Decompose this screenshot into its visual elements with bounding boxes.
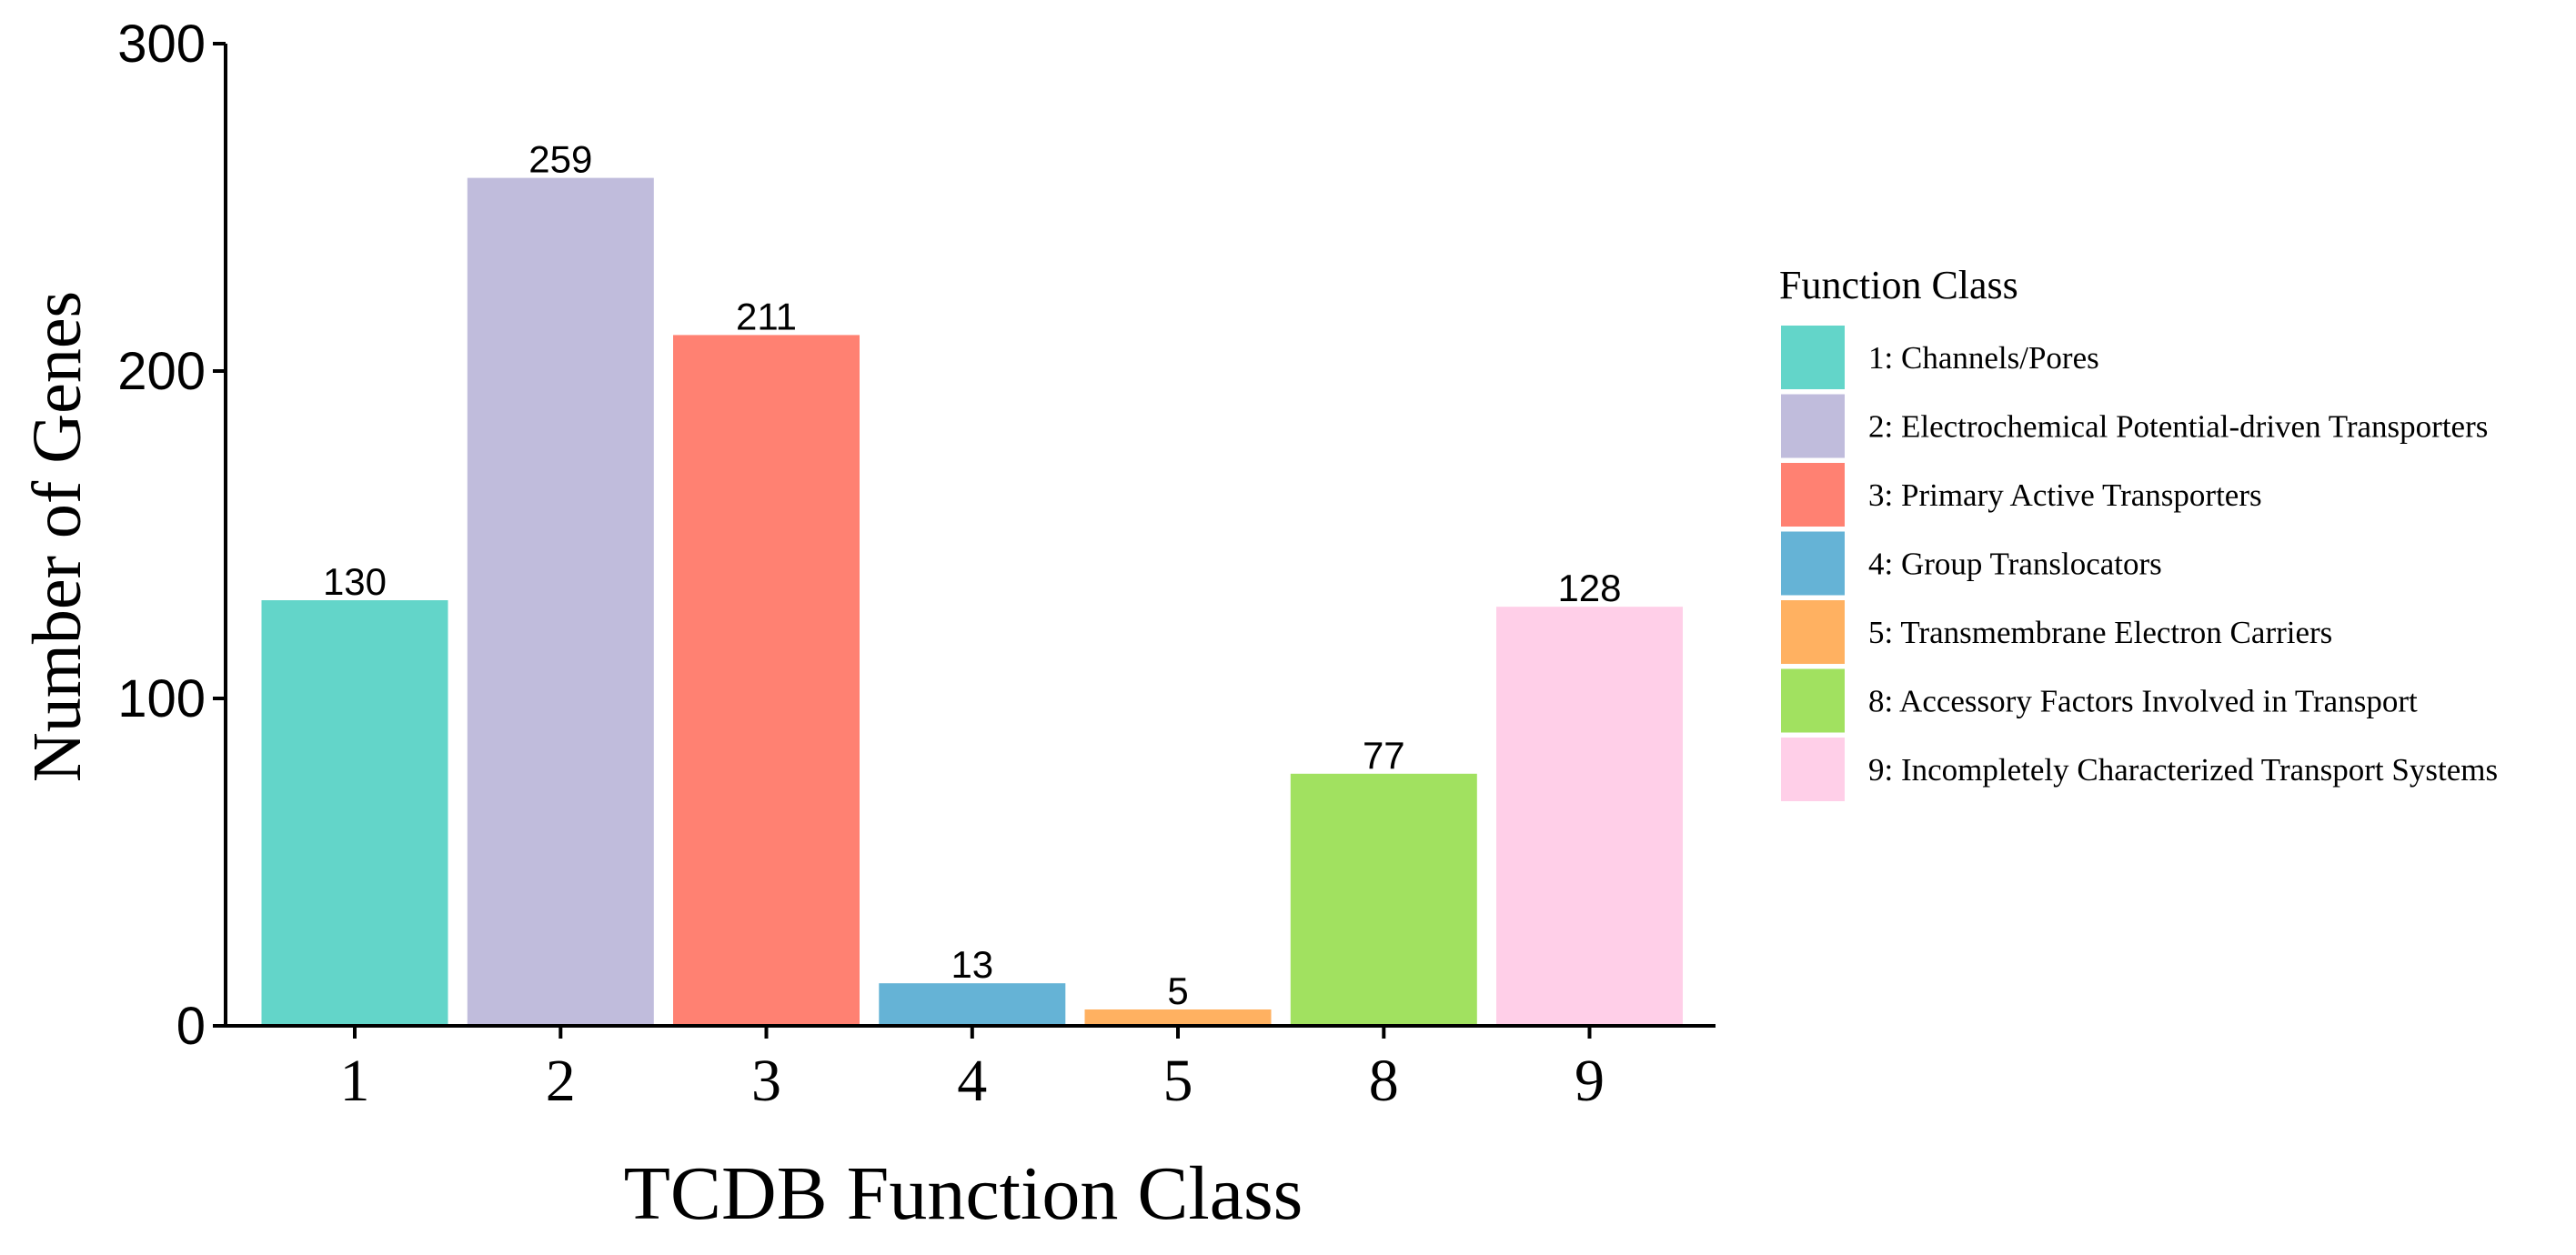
x-tick-label-2: 2 [546, 1048, 576, 1114]
legend-item-9: 9: Incompletely Characterized Transport … [1781, 738, 2498, 801]
x-tick-label-3: 3 [751, 1048, 781, 1114]
legend-item-1: 1: Channels/Pores [1781, 326, 2099, 389]
bar-class-5 [1084, 1009, 1272, 1026]
legend-label-8: 8: Accessory Factors Involved in Transpo… [1868, 684, 2418, 719]
bar-value-label-9: 128 [1557, 567, 1621, 609]
legend-swatch-9 [1781, 738, 1845, 801]
x-axis-title: TCDB Function Class [624, 1151, 1303, 1236]
legend-label-9: 9: Incompletely Characterized Transport … [1868, 752, 2498, 788]
legend-item-8: 8: Accessory Factors Involved in Transpo… [1781, 668, 2418, 733]
bar-value-label-1: 130 [323, 560, 387, 603]
x-tick-label-8: 8 [1369, 1048, 1399, 1114]
bars-layer [261, 177, 1683, 1027]
x-tick-label-5: 5 [1163, 1048, 1193, 1114]
legend-items: 1: Channels/Pores 2: Electrochemical Pote… [1781, 326, 2498, 801]
legend-label-5: 5: Transmembrane Electron Carriers [1868, 615, 2332, 650]
legend-swatch-8 [1781, 668, 1845, 733]
legend-label-2: 2: Electrochemical Potential-driven Tran… [1868, 409, 2488, 445]
legend-item-4: 4: Group Translocators [1781, 531, 2162, 596]
legend-swatch-4 [1781, 531, 1845, 596]
x-ticks-layer: 1 2 3 4 5 8 9 [340, 1026, 1605, 1114]
y-tick-label-300: 300 [117, 15, 206, 74]
bar-value-label-5: 5 [1167, 969, 1188, 1012]
bar-value-label-3: 211 [736, 295, 797, 337]
bar-class-1 [261, 600, 448, 1026]
y-axis-title: Number of Genes [19, 291, 96, 782]
y-tick-label-100: 100 [117, 669, 206, 728]
bar-class-9 [1496, 607, 1683, 1026]
legend-swatch-3 [1781, 463, 1845, 527]
legend-item-2: 2: Electrochemical Potential-driven Tran… [1781, 394, 2488, 458]
legend-item-5: 5: Transmembrane Electron Carriers [1781, 600, 2332, 664]
legend-label-3: 3: Primary Active Transporters [1868, 477, 2262, 513]
y-tick-label-0: 0 [176, 997, 206, 1056]
x-tick-label-9: 9 [1575, 1048, 1605, 1114]
legend: Function Class 1: Channels/Pores 2: Elect… [1779, 263, 2498, 801]
bar-value-label-2: 259 [528, 138, 592, 181]
y-ticks-layer: 0 100 200 300 [117, 15, 226, 1056]
bar-class-2 [467, 177, 654, 1027]
x-tick-label-1: 1 [340, 1048, 370, 1114]
bar-class-3 [673, 335, 860, 1026]
legend-title: Function Class [1779, 263, 2018, 307]
legend-label-1: 1: Channels/Pores [1868, 340, 2099, 376]
bar-value-label-4: 13 [951, 943, 993, 986]
value-labels-layer: 130 259 211 13 5 77 128 [323, 138, 1622, 1012]
bar-class-8 [1290, 773, 1477, 1026]
bar-class-4 [879, 983, 1066, 1026]
legend-swatch-5 [1781, 600, 1845, 664]
legend-label-4: 4: Group Translocators [1868, 547, 2162, 582]
legend-item-3: 3: Primary Active Transporters [1781, 463, 2262, 527]
y-tick-label-200: 200 [117, 342, 206, 401]
legend-swatch-2 [1781, 394, 1845, 458]
legend-swatch-1 [1781, 326, 1845, 389]
x-tick-label-4: 4 [957, 1048, 987, 1114]
bar-value-label-8: 77 [1363, 734, 1405, 777]
